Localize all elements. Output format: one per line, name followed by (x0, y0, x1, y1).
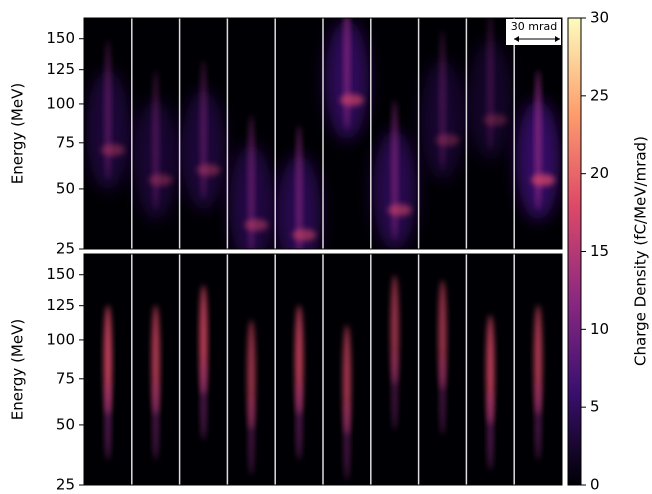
streak (248, 115, 255, 249)
streak (296, 125, 303, 249)
arrow-head (514, 36, 560, 42)
panel-frame (83, 253, 563, 486)
streak (342, 325, 351, 435)
hotspot (292, 229, 317, 241)
y-tick-label: 150 (46, 29, 75, 47)
y-tick-label: 75 (56, 369, 75, 387)
colorbar-tick-label: 25 (590, 86, 609, 104)
y-tick-label: 125 (46, 296, 75, 314)
tail (391, 350, 398, 430)
y-tick-label: 50 (56, 179, 75, 197)
streak (104, 40, 111, 180)
y-axis-label: Energy (MeV) (9, 83, 27, 184)
streak (439, 30, 446, 170)
image-layer (86, 18, 560, 249)
colorbar (567, 17, 582, 486)
streak (151, 305, 160, 415)
y-tick-label: 150 (46, 265, 75, 283)
streak (486, 315, 495, 425)
colorbar-tick-label: 10 (590, 320, 609, 338)
streak (391, 100, 398, 240)
annotation-box (506, 19, 561, 45)
tail (296, 380, 303, 460)
image-layer (103, 275, 543, 480)
streak (535, 70, 542, 210)
hotspot (244, 219, 269, 231)
streak (103, 305, 112, 415)
streak (534, 305, 543, 415)
colorbar-tick-label: 0 (590, 476, 600, 494)
tail (248, 395, 255, 475)
colorbar-tick-label: 5 (590, 398, 600, 416)
y-tick-label: 25 (56, 240, 75, 258)
tail (535, 380, 542, 460)
hotspot (339, 94, 364, 106)
hotspot (148, 174, 173, 186)
panel-frame (83, 17, 563, 250)
streak (438, 280, 447, 390)
hotspot (196, 164, 221, 176)
hotspot (435, 134, 460, 146)
streak (487, 18, 494, 150)
colorbar-tick-label: 30 (590, 9, 609, 27)
colorbar-tick-label: 15 (590, 242, 609, 260)
tail (200, 360, 207, 440)
y-tick-label: 25 (56, 476, 75, 494)
colorbar-tick-label: 20 (590, 164, 609, 182)
hotspot (387, 204, 412, 216)
streak (199, 285, 208, 395)
y-tick-label: 125 (46, 60, 75, 78)
streak (152, 70, 159, 210)
streak (200, 60, 207, 200)
annotation: 30 mrad (511, 20, 557, 33)
y-tick-label: 75 (56, 133, 75, 151)
hotspot (100, 144, 125, 156)
y-tick-label: 100 (46, 94, 75, 112)
tail (104, 380, 111, 460)
colorbar-label: Charge Density (fC/MeV/mrad) (632, 136, 650, 366)
hotspot (531, 174, 556, 186)
tail (152, 380, 159, 460)
tail (343, 400, 350, 480)
streak (295, 305, 304, 415)
tail (487, 390, 494, 470)
tail (439, 355, 446, 435)
streak (247, 320, 256, 430)
y-tick-label: 50 (56, 415, 75, 433)
streak (390, 275, 399, 385)
y-axis-label: Energy (MeV) (9, 319, 27, 420)
hotspot (483, 114, 508, 126)
y-tick-label: 100 (46, 330, 75, 348)
